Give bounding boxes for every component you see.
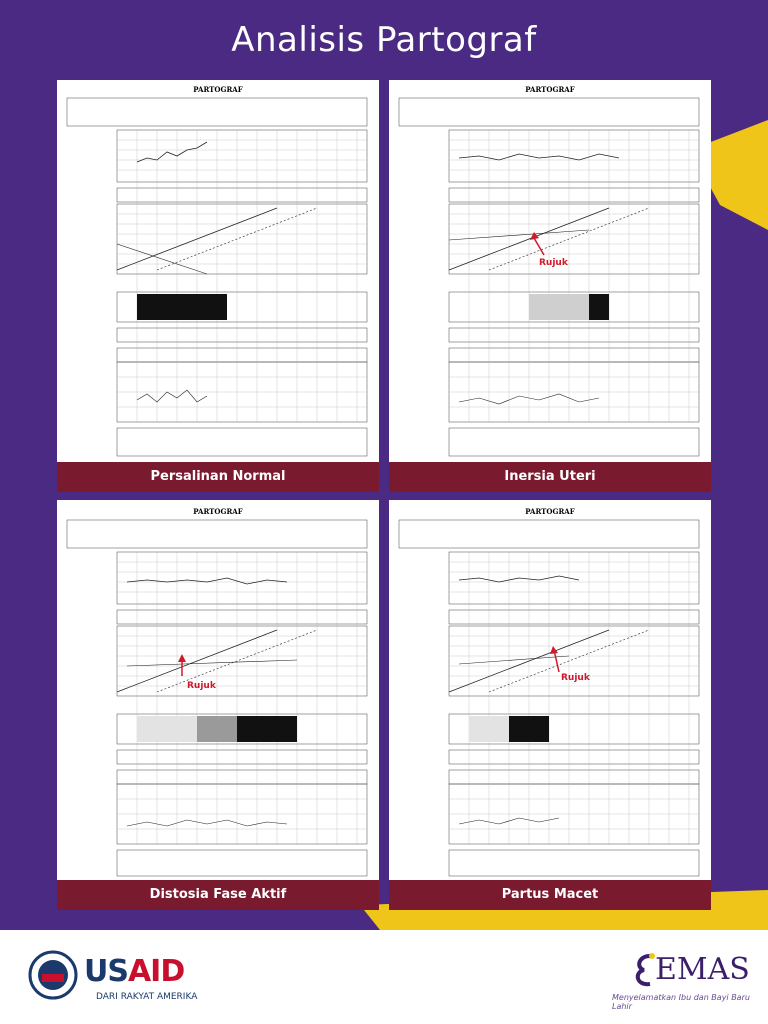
panel-caption: Persalinan Normal [57, 462, 379, 492]
footer: USAID DARI RAKYAT AMERIKA EMAS Menyelama… [0, 930, 768, 1024]
panel-inersia-uteri: PARTOGRAF Rujuk Inersia U [389, 80, 711, 492]
usaid-logo: USAID [84, 954, 185, 989]
emas-logo-text: EMAS [655, 952, 750, 987]
panel-caption: Inersia Uteri [389, 462, 711, 492]
panel-caption: Partus Macet [389, 880, 711, 910]
emas-tagline: Menyelamatkan Ibu dan Bayi Baru Lahir [612, 993, 750, 1011]
rujuk-label: Rujuk [539, 258, 569, 268]
partograf-sheet-1: PARTOGRAF [57, 80, 379, 462]
panel-distosia-fase-aktif: PARTOGRAF Rujuk Dist [57, 500, 379, 910]
panel-partus-macet: PARTOGRAF Rujuk Partus Ma [389, 500, 711, 910]
usaid-tagline: DARI RAKYAT AMERIKA [96, 992, 198, 1002]
partograf-sheet-3: PARTOGRAF Rujuk [57, 500, 379, 880]
emas-logo-icon [635, 953, 655, 987]
usaid-seal-icon [28, 950, 78, 1000]
panel-caption: Distosia Fase Aktif [57, 880, 379, 910]
partograf-sheet-4: PARTOGRAF Rujuk [389, 500, 711, 880]
panel-persalinan-normal: PARTOGRAF Persalinan Normal [57, 80, 379, 492]
sheet-heading: PARTOGRAF [193, 507, 242, 516]
page-title: Analisis Partograf [231, 20, 537, 60]
sheet-heading: PARTOGRAF [193, 85, 242, 94]
sheet-heading: PARTOGRAF [525, 85, 574, 94]
partograf-sheet-2: PARTOGRAF Rujuk [389, 80, 711, 462]
rujuk-label: Rujuk [187, 681, 217, 691]
rujuk-label: Rujuk [561, 673, 591, 683]
sheet-heading: PARTOGRAF [525, 507, 574, 516]
